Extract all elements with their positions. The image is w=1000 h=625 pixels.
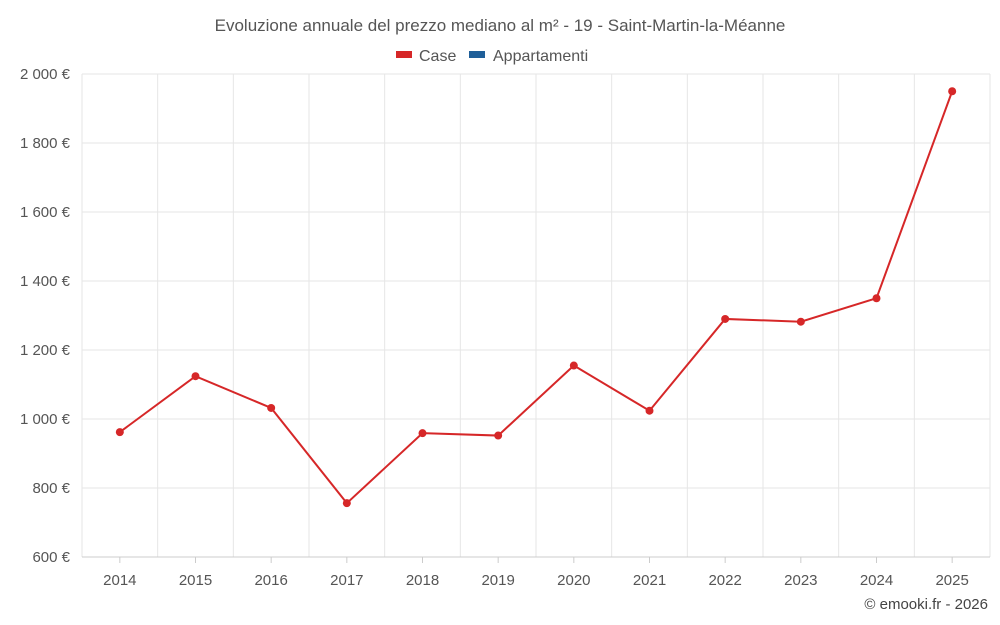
data-point-case-2014[interactable] bbox=[115, 428, 124, 437]
data-point-case-2025[interactable] bbox=[948, 87, 957, 96]
data-point-case-2019[interactable] bbox=[494, 431, 503, 440]
legend-label-appartamenti: Appartamenti bbox=[493, 48, 588, 65]
legend: Case Appartamenti bbox=[396, 48, 588, 65]
data-point-case-2022[interactable] bbox=[721, 314, 730, 323]
data-point-case-2018[interactable] bbox=[418, 429, 427, 438]
data-point-case-2024[interactable] bbox=[872, 294, 881, 303]
x-tick-label: 2016 bbox=[254, 572, 287, 589]
data-point-case-2017[interactable] bbox=[342, 499, 351, 508]
y-tick-label: 1 800 € bbox=[20, 135, 71, 152]
x-tick-label: 2014 bbox=[103, 572, 136, 589]
credit-text: © emooki.fr - 2026 bbox=[864, 596, 988, 613]
x-tick-label: 2021 bbox=[633, 572, 666, 589]
y-axis-ticks: 600 € 800 € 1 000 € 1 200 € 1 400 € 1 600 € 1 … bbox=[20, 66, 71, 566]
x-tick-label: 2025 bbox=[935, 572, 968, 589]
legend-item-case[interactable]: Case bbox=[396, 48, 456, 65]
x-tick-label: 2022 bbox=[708, 572, 741, 589]
x-tick-label: 2024 bbox=[860, 572, 893, 589]
chart-title: Evoluzione annuale del prezzo mediano al… bbox=[215, 16, 786, 35]
y-tick-label: 800 € bbox=[32, 480, 70, 497]
y-tick-label: 1 000 € bbox=[20, 411, 71, 428]
y-tick-label: 1 200 € bbox=[20, 342, 71, 359]
y-tick-label: 600 € bbox=[32, 549, 70, 566]
x-gridlines bbox=[81, 74, 991, 557]
x-tick-label: 2019 bbox=[481, 572, 514, 589]
legend-swatch-appartamenti bbox=[469, 51, 485, 58]
y-tick-label: 1 600 € bbox=[20, 204, 71, 221]
y-tick-label: 2 000 € bbox=[20, 66, 71, 83]
legend-swatch-case bbox=[396, 51, 412, 58]
legend-item-appartamenti[interactable]: Appartamenti bbox=[469, 48, 588, 65]
data-point-case-2016[interactable] bbox=[267, 403, 276, 412]
x-tick-label: 2020 bbox=[557, 572, 590, 589]
data-point-case-2023[interactable] bbox=[796, 317, 805, 326]
data-point-case-2015[interactable] bbox=[191, 372, 200, 381]
x-tick-label: 2015 bbox=[179, 572, 212, 589]
legend-label-case: Case bbox=[419, 48, 456, 65]
x-axis-ticks: 2014 2015 2016 2017 2018 2019 2020 2021 2022 2023… bbox=[103, 557, 969, 589]
data-point-case-2021[interactable] bbox=[645, 406, 654, 415]
series-case bbox=[115, 87, 957, 508]
data-point-case-2020[interactable] bbox=[569, 361, 578, 370]
y-tick-label: 1 400 € bbox=[20, 273, 71, 290]
series-line-case bbox=[119, 90, 954, 505]
x-tick-label: 2023 bbox=[784, 572, 817, 589]
x-tick-label: 2018 bbox=[406, 572, 439, 589]
x-tick-label: 2017 bbox=[330, 572, 363, 589]
